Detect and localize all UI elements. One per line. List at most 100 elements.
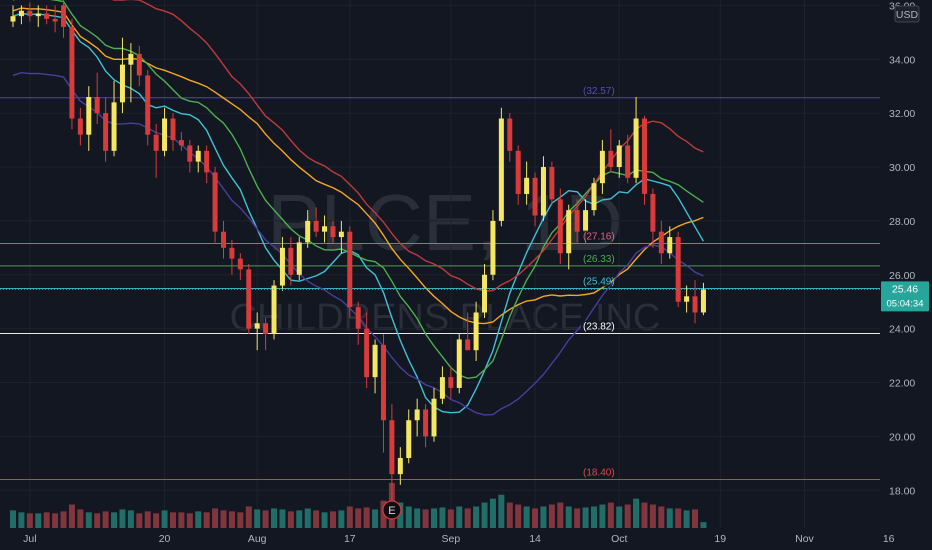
grid — [0, 0, 890, 528]
volume-bar — [94, 513, 101, 528]
level-label: (23.82) — [583, 322, 615, 333]
volume-bar — [52, 513, 59, 528]
volume-bar — [287, 511, 294, 528]
volume-bar — [431, 508, 437, 528]
volume-bar — [439, 507, 446, 528]
price-tick-label: 32.00 — [889, 108, 915, 120]
volume-bar — [557, 502, 564, 528]
time-tick-label: Sep — [441, 533, 460, 545]
level-label: (27.16) — [583, 232, 615, 243]
time-tick-label: Jul — [23, 533, 36, 545]
level-label: (32.57) — [583, 86, 615, 97]
volume-bar — [178, 512, 185, 528]
volume-bar — [641, 502, 648, 528]
volume-bar — [43, 512, 50, 528]
candle-body — [532, 177, 538, 216]
price-tick-label: 26.00 — [889, 270, 915, 282]
candle-body — [10, 16, 16, 22]
candle-body — [44, 13, 50, 19]
candle-body — [406, 420, 412, 458]
volume-bar — [18, 512, 25, 528]
candle-body — [221, 231, 226, 248]
volume-bar — [422, 509, 429, 528]
watermark-company: CHILDRENS PLACE INC — [230, 297, 661, 339]
volume-bar — [649, 504, 656, 528]
time-axis-bg — [0, 528, 932, 550]
candle-body — [700, 289, 706, 313]
price-axis[interactable]: 18.00 20.00 22.00 24.00 26.00 28.00 30.00 32.00… — [880, 0, 932, 528]
candle-body — [515, 150, 521, 194]
candle-body — [465, 339, 471, 351]
candle-body — [498, 118, 504, 221]
candle-body — [136, 53, 142, 76]
volume-bar — [262, 510, 269, 528]
candle-body — [364, 328, 370, 378]
volume-bar — [279, 509, 286, 528]
volume-bar — [195, 511, 202, 528]
candle-body — [625, 145, 631, 178]
candle-body — [69, 26, 75, 119]
volume-bar — [599, 504, 606, 528]
volume-bar — [203, 512, 210, 528]
volume-bar — [582, 507, 589, 528]
candle-body — [380, 344, 386, 421]
candle-body — [246, 269, 252, 329]
volume-bar — [633, 498, 640, 528]
candle-body — [35, 13, 41, 17]
volume-bar — [624, 504, 631, 528]
candle-body — [456, 339, 462, 388]
current-price-tag: 25.46 05:04:34 — [0, 281, 929, 312]
volume-bar — [346, 506, 353, 528]
volume-bar — [271, 508, 278, 528]
volume-bar — [481, 502, 488, 528]
candle-body — [431, 398, 437, 437]
volume-bar — [254, 509, 261, 528]
volume-bar — [372, 509, 379, 528]
horizontal-levels[interactable] — [0, 97, 880, 481]
volume-bar — [136, 513, 143, 528]
volume-bar — [228, 511, 235, 528]
candle-body — [18, 10, 24, 17]
candles — [10, 0, 706, 502]
volume-bar — [515, 504, 522, 528]
candle-body — [599, 150, 605, 184]
candle-body — [313, 220, 319, 232]
currency-badge[interactable]: USD — [894, 5, 920, 23]
time-axis[interactable]: Jul 20 Aug 17 Sep 14 Oct 19 Nov 16 — [0, 528, 932, 550]
price-tick-label: 28.00 — [889, 216, 915, 228]
candle-body — [204, 150, 210, 173]
volume-bar — [590, 506, 597, 528]
candle-body — [482, 274, 488, 313]
earnings-marker[interactable]: E — [382, 500, 402, 520]
time-tick-label: 20 — [159, 533, 171, 545]
candle-body — [414, 409, 420, 421]
volume-bar — [313, 510, 320, 528]
price-tick-label: 18.00 — [889, 485, 915, 497]
volume-bar — [464, 508, 471, 528]
current-price-label: 25.46 — [892, 283, 918, 295]
price-axis-bg — [880, 0, 932, 528]
volume-bar — [565, 506, 572, 528]
volume-bar — [321, 512, 328, 528]
level-label-bg — [581, 252, 611, 264]
candle-body — [254, 323, 260, 329]
level-label: (25.49) — [583, 277, 615, 288]
volume-bar — [675, 508, 682, 528]
volume-bar — [447, 509, 454, 528]
earnings-circle[interactable] — [382, 500, 402, 520]
candle-body — [692, 296, 698, 313]
candle-body — [119, 64, 125, 103]
volume-bar — [548, 504, 555, 528]
time-tick-label: Aug — [248, 533, 267, 545]
candle-body — [372, 344, 378, 378]
volume-bar — [237, 512, 244, 528]
ma-red-band-line — [111, 0, 704, 292]
volume-bar — [355, 508, 362, 528]
candle-body — [347, 231, 353, 308]
level-label-bg — [581, 466, 611, 478]
candle-body — [675, 237, 681, 302]
price-tick-label: 22.00 — [889, 378, 915, 390]
time-tick-label: 19 — [714, 533, 726, 545]
candle-body — [389, 420, 395, 475]
